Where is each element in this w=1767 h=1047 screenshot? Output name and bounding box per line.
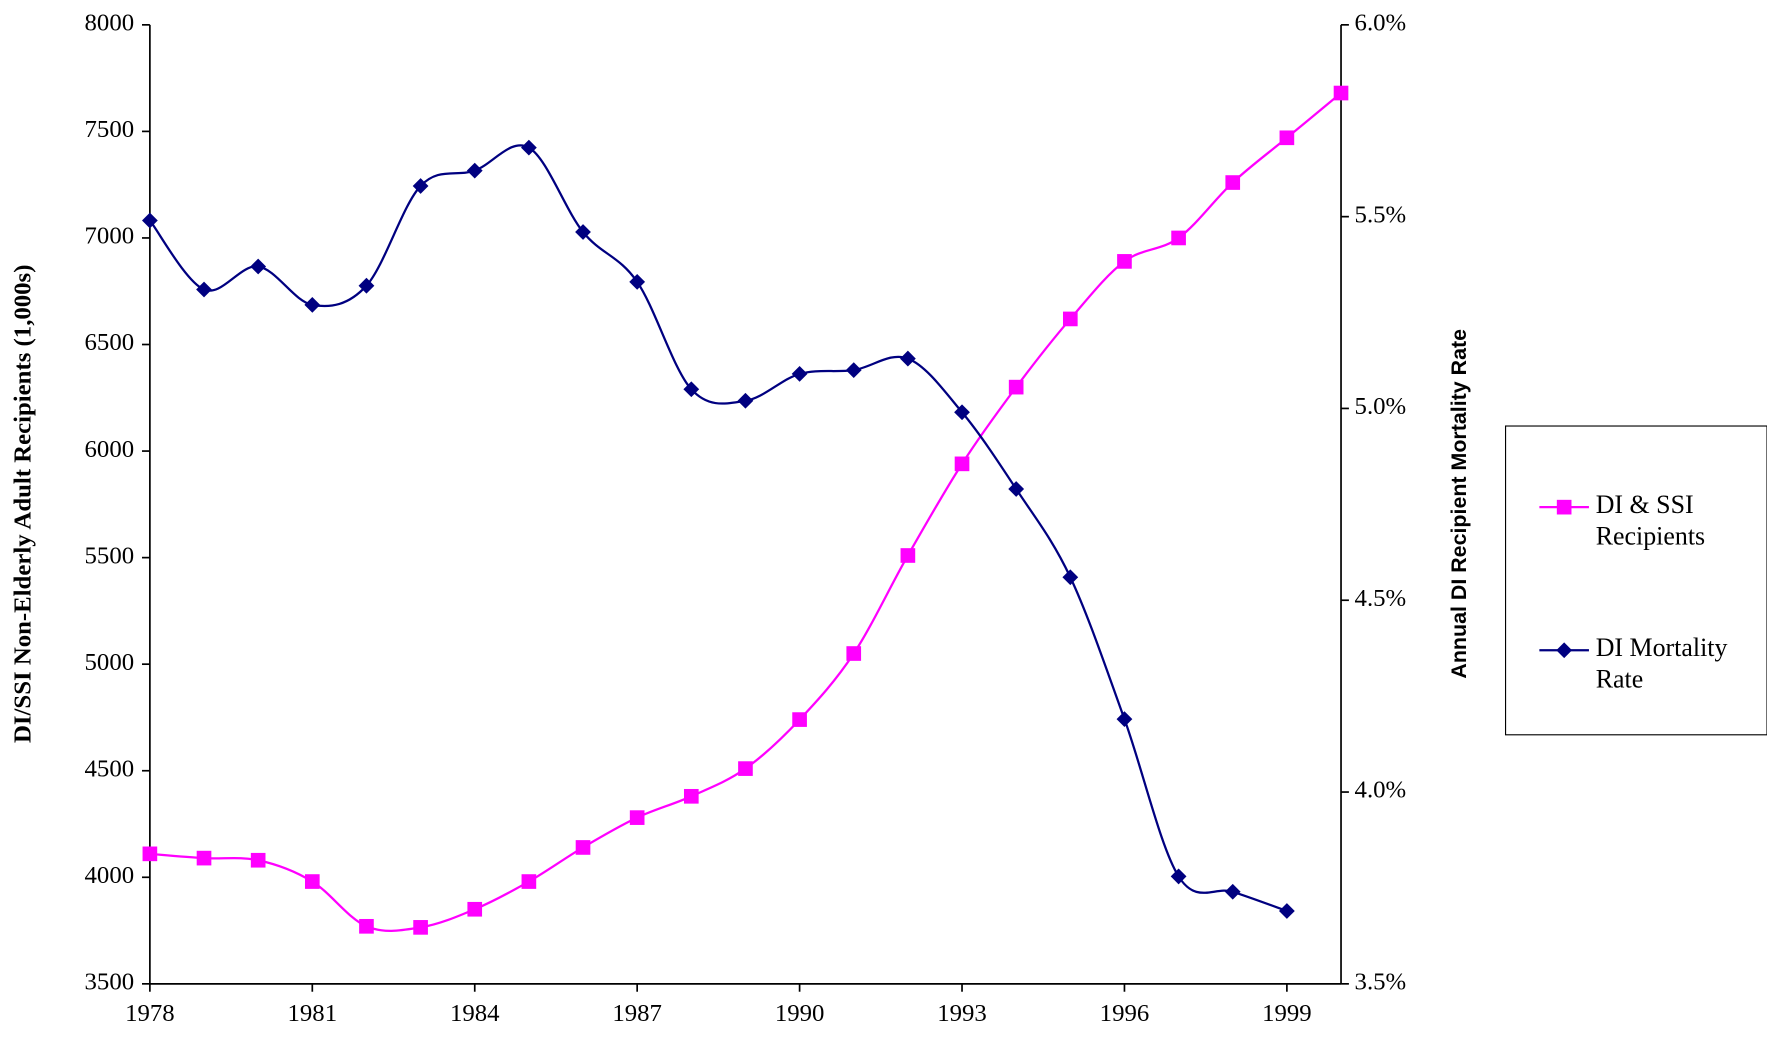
- legend-item: DI & SSI Recipients: [1595, 490, 1706, 550]
- data-point: [196, 281, 212, 298]
- data-point: [845, 362, 862, 378]
- data-point: [1171, 230, 1186, 246]
- data-point: [1008, 379, 1024, 395]
- y2-tick-label: 4.0%: [1355, 777, 1407, 804]
- data-point: [791, 366, 808, 382]
- data-point: [899, 350, 916, 367]
- y2-tick-label: 3.5%: [1355, 969, 1407, 996]
- data-point: [359, 918, 374, 934]
- data-point: [792, 712, 807, 727]
- y-tick-label: 6500: [85, 329, 135, 356]
- data-point: [142, 846, 158, 862]
- x-tick-label: 1984: [450, 1000, 500, 1027]
- x-tick-label: 1996: [1100, 1000, 1150, 1027]
- data-point: [1062, 569, 1079, 586]
- data-point: [1278, 903, 1295, 919]
- y-tick-label: 7000: [85, 223, 135, 250]
- data-point: [629, 273, 646, 290]
- series-line: [148, 144, 1288, 913]
- y-tick-label: 4000: [85, 862, 135, 889]
- data-point: [575, 840, 591, 855]
- data-point: [954, 404, 970, 421]
- data-point: [250, 852, 266, 868]
- legend-marker: [1556, 499, 1572, 515]
- y-tick-label: 7500: [85, 116, 135, 143]
- data-point: [1062, 311, 1078, 327]
- y-tick-label: 4500: [85, 755, 135, 782]
- x-tick-label: 1978: [125, 1000, 175, 1027]
- data-point: [521, 874, 537, 889]
- y-tick-label: 3500: [85, 969, 135, 996]
- data-point: [738, 761, 753, 776]
- x-tick-label: 1999: [1262, 1000, 1312, 1027]
- data-point: [629, 810, 645, 825]
- data-point: [954, 456, 970, 472]
- y2-tick-label: 5.0%: [1355, 393, 1407, 420]
- y2-tick-label: 5.5%: [1355, 201, 1407, 228]
- data-point: [1117, 254, 1132, 269]
- y-axis-label: DI/SSI Non-Elderly Adult Recipients (1,0…: [9, 265, 36, 743]
- x-tick-label: 1987: [612, 1000, 662, 1027]
- data-point: [1279, 130, 1295, 146]
- data-point: [466, 162, 483, 179]
- data-point: [304, 874, 320, 889]
- data-point: [1116, 711, 1133, 728]
- data-point: [467, 901, 483, 917]
- data-point: [900, 548, 916, 563]
- x-tick-label: 1981: [288, 1000, 338, 1027]
- legend-box: [1504, 425, 1767, 736]
- legend-label: DI Mortality Rate: [1595, 633, 1728, 694]
- y-tick-label: 6000: [85, 436, 135, 463]
- y-tick-label: 8000: [85, 10, 135, 37]
- y2-axis-label: Annual DI Recipient Mortality Rate: [1447, 329, 1471, 679]
- y2-tick-label: 6.0%: [1355, 10, 1407, 37]
- data-point: [1224, 883, 1241, 900]
- data-point: [575, 224, 591, 240]
- data-point: [413, 920, 428, 935]
- data-point: [1170, 868, 1187, 885]
- data-point: [196, 850, 212, 866]
- data-point: [683, 381, 700, 398]
- y2-tick-label: 4.5%: [1355, 585, 1407, 612]
- legend-label: DI & SSI Recipients: [1595, 490, 1706, 550]
- y-tick-label: 5500: [85, 542, 135, 569]
- data-point: [1008, 481, 1025, 497]
- data-point: [1333, 85, 1349, 101]
- x-tick-label: 1993: [937, 1000, 987, 1027]
- legend-item: DI Mortality Rate: [1595, 633, 1728, 694]
- data-point: [520, 139, 537, 156]
- data-point: [1225, 175, 1241, 190]
- legend-marker: [1556, 642, 1573, 659]
- data-point: [412, 178, 429, 194]
- data-point: [683, 788, 699, 804]
- data-point: [141, 212, 158, 229]
- x-tick-label: 1990: [775, 1000, 825, 1027]
- data-point: [846, 646, 862, 661]
- y-tick-label: 5000: [85, 649, 135, 676]
